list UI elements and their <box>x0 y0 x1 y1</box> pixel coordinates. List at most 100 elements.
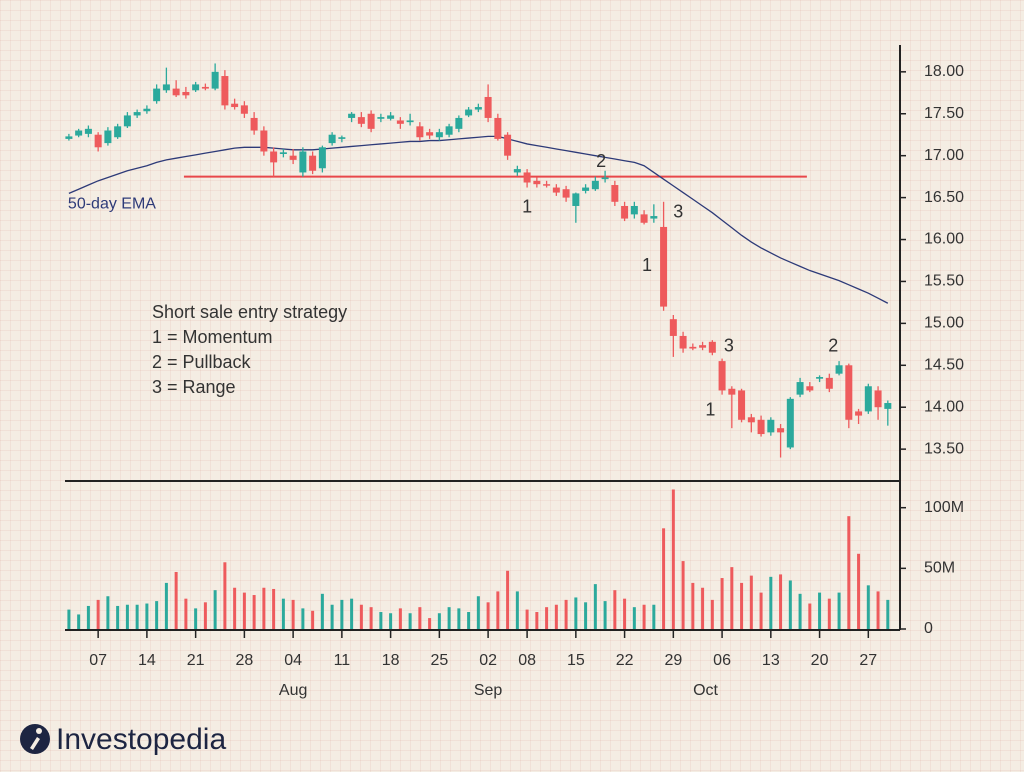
volume-bar <box>437 613 441 629</box>
volume-bar <box>818 592 822 629</box>
volume-bar <box>584 602 588 629</box>
candle-body <box>582 187 590 191</box>
volume-bar <box>515 591 519 629</box>
volume-bar <box>184 598 188 629</box>
candle-body <box>299 151 307 173</box>
volume-bar <box>564 599 568 629</box>
volume-bar <box>77 614 81 629</box>
volume-bar <box>642 604 646 629</box>
candle-body <box>250 117 258 131</box>
x-tick-label: 21 <box>187 652 205 669</box>
volume-bar <box>681 561 685 629</box>
candle-body <box>172 88 180 96</box>
volume-bar <box>623 598 627 629</box>
note: 2 = Pullback <box>152 352 252 372</box>
candle-body <box>426 132 434 136</box>
candle-body <box>318 147 326 169</box>
candle-body <box>494 117 502 139</box>
candle-body <box>387 115 395 119</box>
volume-bar <box>506 570 510 629</box>
candle-body <box>679 335 687 349</box>
logo-stroke <box>30 737 40 750</box>
candle-body <box>640 214 648 223</box>
candle-body <box>650 216 658 219</box>
candle-body <box>816 377 824 379</box>
note: Short sale entry strategy <box>152 302 347 322</box>
x-tick-label: 18 <box>382 652 400 669</box>
candle-body <box>552 187 560 193</box>
x-tick-label: 11 <box>334 652 351 669</box>
volume-bar <box>496 591 500 629</box>
volume-bar <box>662 528 666 629</box>
candle-body <box>75 130 83 136</box>
month-label: Oct <box>693 682 718 699</box>
volume-bar <box>593 584 597 629</box>
candle-body <box>806 386 814 391</box>
candle-body <box>533 180 541 185</box>
candle-body <box>689 346 697 349</box>
candle-body <box>143 108 151 112</box>
volume-bar <box>174 571 178 629</box>
candle-body <box>728 388 736 395</box>
candle-body <box>835 365 843 374</box>
volume-bar <box>311 610 315 629</box>
volume-bar <box>194 608 198 629</box>
volume-bar <box>886 599 890 629</box>
x-tick-label: 13 <box>762 652 780 669</box>
volume-bar <box>135 604 139 629</box>
candle-body <box>221 76 229 106</box>
candle-body <box>270 151 278 163</box>
candle-body <box>786 398 794 448</box>
x-tick-label: 22 <box>616 652 634 669</box>
volume-bar <box>203 602 207 629</box>
volume-bar <box>379 612 383 629</box>
candle-body <box>65 136 73 139</box>
annotation: 3 <box>673 201 683 221</box>
volume-bar <box>730 567 734 629</box>
volume-bar <box>96 599 100 629</box>
volume-bar <box>291 599 295 629</box>
volume-bar <box>330 604 334 629</box>
volume-bar <box>476 596 480 629</box>
x-tick-label: 15 <box>567 652 585 669</box>
volume-bar <box>398 608 402 629</box>
candle-body <box>192 84 200 91</box>
y-tick-label: 14.00 <box>924 398 964 415</box>
volume-bar <box>389 613 393 629</box>
volume-bar <box>671 489 675 629</box>
volume-bar <box>359 604 363 629</box>
candle-body <box>611 185 619 202</box>
volume-bar <box>847 516 851 629</box>
annotation: 1 <box>705 399 715 419</box>
volume-bar <box>486 602 490 629</box>
candle-body <box>572 193 580 206</box>
volume-bar <box>125 604 129 629</box>
candle-body <box>738 390 746 420</box>
candle-body <box>406 120 414 123</box>
volume-bar <box>164 582 168 629</box>
logo-icon <box>20 724 50 754</box>
volume-bar <box>701 587 705 629</box>
volume-bar <box>535 612 539 629</box>
candle-body <box>114 126 122 138</box>
x-tick-label: 04 <box>284 652 302 669</box>
volume-bar <box>632 607 636 629</box>
candle-body <box>669 319 677 336</box>
x-tick-label: 07 <box>89 652 107 669</box>
candle-body <box>855 411 863 416</box>
volume-bar <box>710 599 714 629</box>
candle-body <box>747 417 755 423</box>
candle-body <box>231 103 239 108</box>
volume-bar <box>155 601 159 629</box>
candle-body <box>465 109 473 116</box>
annotation: 2 <box>828 336 838 356</box>
volume-bar <box>574 597 578 629</box>
volume-bar <box>691 582 695 629</box>
ema-line <box>68 135 889 304</box>
volume-bar <box>418 607 422 629</box>
volume-bar <box>720 578 724 629</box>
candle-body <box>699 345 707 348</box>
candle-body <box>182 91 190 96</box>
candle-body <box>416 126 424 138</box>
candle-body <box>591 180 599 190</box>
